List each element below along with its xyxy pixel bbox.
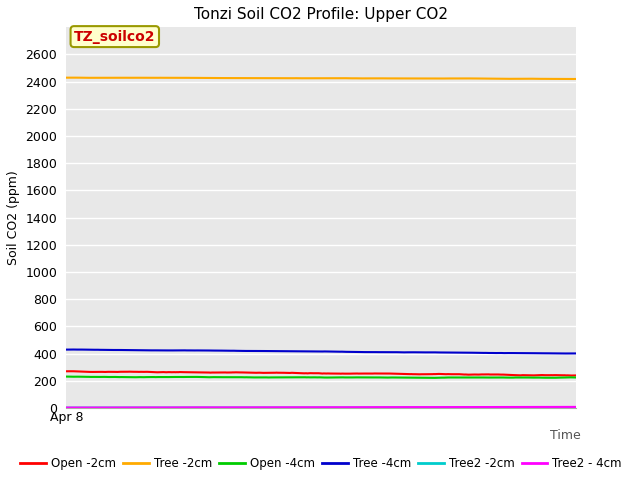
- Line: Open -4cm: Open -4cm: [67, 377, 575, 378]
- Open -4cm: [429, 375, 436, 381]
- Legend: Open -2cm, Tree -2cm, Open -4cm, Tree -4cm, Tree2 -2cm, Tree2 - 4cm: Open -2cm, Tree -2cm, Open -4cm, Tree -4…: [15, 452, 627, 474]
- Tree -4cm: [308, 348, 316, 354]
- Tree -2cm: [572, 76, 579, 82]
- Y-axis label: Soil CO2 (ppm): Soil CO2 (ppm): [7, 170, 20, 265]
- Tree2 - 4cm: [367, 404, 374, 410]
- Open -2cm: [572, 372, 579, 378]
- Tree2 -2cm: [482, 405, 490, 410]
- Line: Open -2cm: Open -2cm: [67, 371, 575, 375]
- Tree -2cm: [367, 75, 374, 81]
- Tree -2cm: [554, 76, 561, 82]
- Open -4cm: [481, 375, 489, 381]
- Tree -2cm: [308, 75, 316, 81]
- Tree2 - 4cm: [305, 404, 313, 410]
- Tree -4cm: [481, 350, 489, 356]
- Open -2cm: [63, 368, 70, 374]
- Tree -2cm: [562, 76, 570, 82]
- Tree -4cm: [572, 350, 579, 356]
- Tree2 -2cm: [73, 405, 81, 410]
- Tree2 -2cm: [572, 405, 579, 410]
- Line: Tree2 - 4cm: Tree2 - 4cm: [67, 407, 575, 408]
- Tree2 - 4cm: [63, 405, 70, 410]
- Tree2 - 4cm: [481, 404, 489, 410]
- Open -2cm: [367, 371, 374, 376]
- Tree2 - 4cm: [561, 404, 568, 410]
- Title: Tonzi Soil CO2 Profile: Upper CO2: Tonzi Soil CO2 Profile: Upper CO2: [194, 7, 448, 22]
- Open -4cm: [365, 374, 373, 380]
- Tree -4cm: [561, 350, 568, 356]
- Open -4cm: [305, 374, 312, 380]
- Tree2 -2cm: [308, 405, 316, 410]
- Tree -4cm: [305, 348, 313, 354]
- Tree -2cm: [65, 75, 72, 81]
- Open -2cm: [308, 371, 316, 376]
- Tree2 -2cm: [305, 405, 313, 410]
- Tree -2cm: [305, 75, 313, 81]
- Tree2 -2cm: [63, 405, 70, 410]
- Open -2cm: [561, 372, 568, 378]
- Open -2cm: [481, 372, 489, 377]
- Tree -2cm: [63, 75, 70, 81]
- Open -2cm: [339, 371, 347, 376]
- Open -4cm: [572, 374, 579, 380]
- Text: Time: Time: [550, 429, 580, 442]
- Open -2cm: [305, 371, 313, 376]
- Open -4cm: [338, 374, 346, 380]
- Text: TZ_soilco2: TZ_soilco2: [74, 30, 156, 44]
- Tree -2cm: [481, 76, 489, 82]
- Tree -4cm: [367, 349, 374, 355]
- Tree2 -2cm: [562, 405, 570, 410]
- Tree2 - 4cm: [339, 404, 347, 410]
- Open -4cm: [307, 374, 315, 380]
- Tree2 -2cm: [367, 405, 374, 410]
- Open -4cm: [63, 374, 70, 380]
- Tree2 - 4cm: [308, 404, 316, 410]
- Tree2 -2cm: [339, 405, 347, 410]
- Tree -4cm: [68, 347, 76, 352]
- Tree2 - 4cm: [68, 405, 76, 410]
- Tree -4cm: [63, 347, 70, 352]
- Open -2cm: [568, 372, 575, 378]
- Open -2cm: [65, 368, 72, 374]
- Line: Tree -4cm: Tree -4cm: [67, 349, 575, 353]
- Open -4cm: [561, 375, 568, 381]
- Tree -2cm: [339, 75, 347, 81]
- Tree2 - 4cm: [572, 404, 579, 410]
- Tree2 - 4cm: [569, 404, 577, 410]
- Tree2 -2cm: [371, 405, 378, 410]
- Line: Tree -2cm: Tree -2cm: [67, 78, 575, 79]
- Tree -4cm: [339, 349, 347, 355]
- Tree -4cm: [566, 350, 573, 356]
